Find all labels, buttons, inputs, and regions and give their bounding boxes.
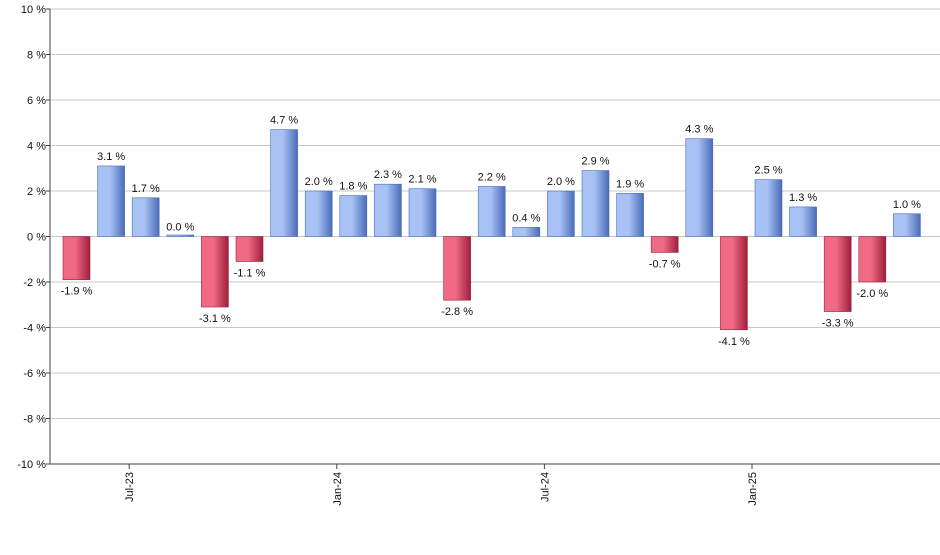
bar bbox=[443, 236, 471, 301]
bar bbox=[62, 236, 91, 281]
y-tick-label: -10 % bbox=[17, 459, 46, 471]
y-tick-label: -8 % bbox=[23, 414, 46, 426]
bar bbox=[754, 179, 783, 237]
bar bbox=[235, 236, 264, 262]
data-label: 2.0 % bbox=[547, 176, 575, 188]
y-tick-label: 4 % bbox=[27, 141, 46, 153]
y-tick-label: -6 % bbox=[23, 368, 46, 380]
bar bbox=[408, 188, 437, 237]
data-label: 0.0 % bbox=[166, 222, 194, 234]
x-tick-label: Jul-23 bbox=[124, 472, 136, 502]
data-labels: -1.9 % 3.1 % 1.7 % 0.0 % -3.1 % -1.1 % 4.7 % 2.… bbox=[61, 115, 922, 348]
axes bbox=[49, 9, 940, 465]
y-tick-label: -4 % bbox=[23, 323, 46, 335]
data-label: -2.0 % bbox=[856, 288, 888, 300]
data-label: -3.1 % bbox=[199, 313, 231, 325]
y-axis-ticks: 10 % 8 % 6 % 4 % 2 % 0 % -2 % -4 % -6 % -8 % -10 % bbox=[17, 4, 50, 471]
data-label: 2.3 % bbox=[374, 169, 402, 181]
bar bbox=[374, 183, 402, 237]
bar bbox=[893, 213, 921, 237]
data-label: -4.1 % bbox=[718, 336, 750, 348]
data-label: 4.3 % bbox=[685, 124, 713, 136]
bar bbox=[477, 186, 506, 237]
y-tick-label: 0 % bbox=[27, 232, 46, 244]
y-tick-label: 10 % bbox=[21, 4, 46, 16]
data-label: 1.8 % bbox=[339, 181, 367, 193]
bar bbox=[201, 236, 229, 308]
bar bbox=[823, 236, 852, 312]
data-label: 2.2 % bbox=[478, 171, 506, 183]
data-label: 2.9 % bbox=[581, 156, 609, 168]
bar bbox=[616, 192, 644, 237]
bar bbox=[789, 206, 817, 237]
data-label: 1.9 % bbox=[616, 178, 644, 190]
bar bbox=[547, 190, 575, 237]
x-tick-label: Jan-25 bbox=[747, 472, 759, 506]
y-tick-label: 6 % bbox=[27, 95, 46, 107]
bar bbox=[339, 195, 368, 237]
bar bbox=[858, 236, 887, 283]
x-axis-ticks: Jul-23 Jan-24 Jul-24 Jan-25 bbox=[124, 464, 759, 506]
x-tick-label: Jan-24 bbox=[332, 472, 344, 506]
data-label: 2.1 % bbox=[408, 174, 436, 186]
bar bbox=[685, 138, 714, 237]
bar bbox=[720, 236, 748, 331]
data-label: 1.7 % bbox=[132, 183, 160, 195]
bar bbox=[650, 236, 679, 253]
data-label: -2.8 % bbox=[441, 306, 473, 318]
y-tick-label: -2 % bbox=[23, 277, 46, 289]
y-tick-label: 2 % bbox=[27, 186, 46, 198]
data-label: 1.3 % bbox=[789, 192, 817, 204]
bar bbox=[304, 190, 333, 237]
bar bbox=[270, 129, 298, 237]
data-label: 3.1 % bbox=[97, 151, 125, 163]
bar bbox=[581, 170, 610, 237]
data-label: 2.5 % bbox=[754, 165, 782, 177]
bar bbox=[97, 165, 125, 237]
data-label: -1.1 % bbox=[234, 268, 266, 280]
data-label: 0.4 % bbox=[512, 212, 540, 224]
bar bbox=[166, 234, 195, 237]
data-label: -3.3 % bbox=[822, 318, 854, 330]
bar bbox=[131, 197, 160, 237]
y-tick-label: 8 % bbox=[27, 50, 46, 62]
data-label: 1.0 % bbox=[893, 199, 921, 211]
data-label: -0.7 % bbox=[649, 258, 681, 270]
data-label: 2.0 % bbox=[305, 176, 333, 188]
bar bbox=[512, 227, 541, 237]
x-tick-label: Jul-24 bbox=[539, 472, 551, 502]
bars bbox=[62, 129, 921, 331]
data-label: 4.7 % bbox=[270, 115, 298, 127]
data-label: -1.9 % bbox=[61, 286, 93, 298]
